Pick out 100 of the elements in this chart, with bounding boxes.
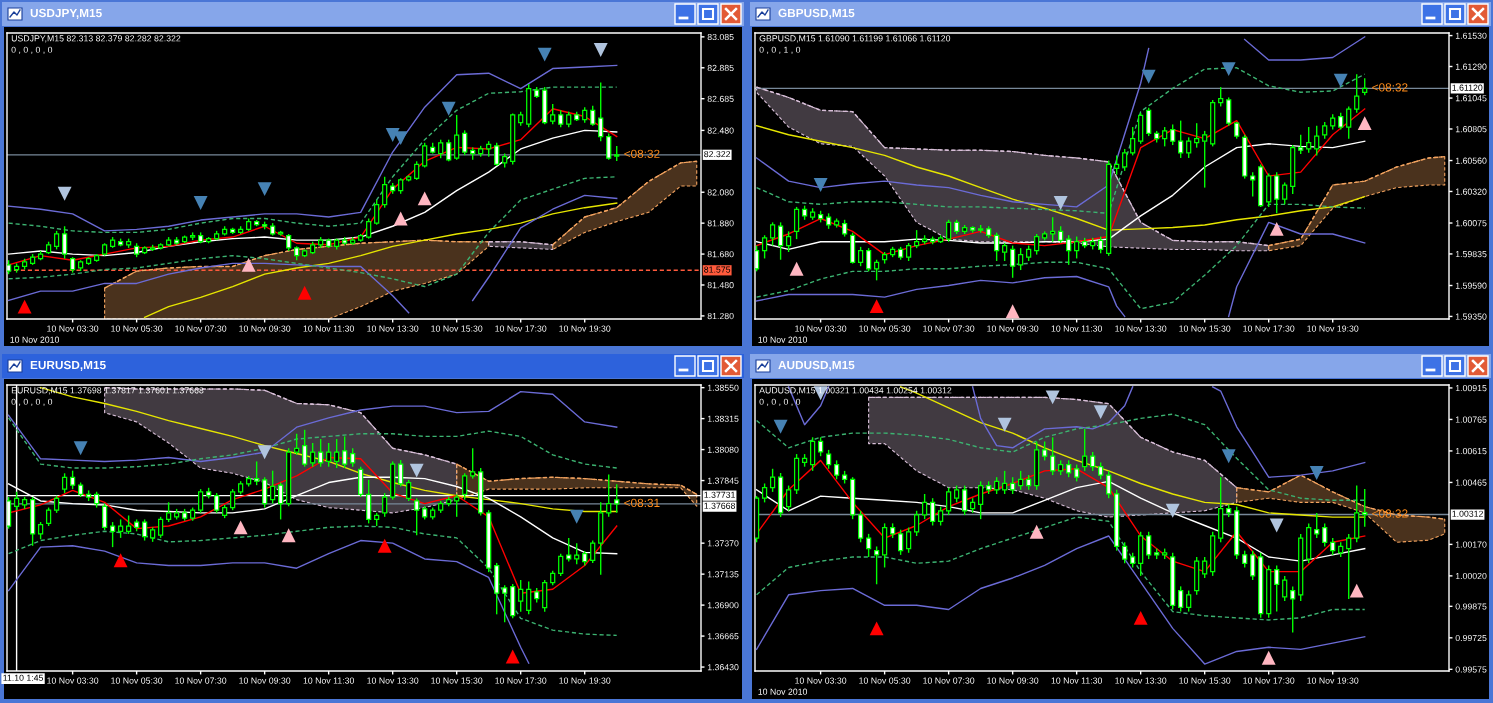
x-tick-label: 10 Nov 03:30 xyxy=(795,325,847,332)
candlestick xyxy=(462,129,468,156)
candlestick xyxy=(101,502,108,531)
candlestick xyxy=(350,447,356,468)
candlestick xyxy=(785,230,792,253)
candlestick xyxy=(326,442,332,468)
y-tick-label: 1.61530 xyxy=(1455,32,1487,39)
candlestick xyxy=(1194,122,1200,149)
candlestick xyxy=(1114,154,1120,176)
x-tick-label: 10 Nov 17:30 xyxy=(495,677,547,684)
candlestick xyxy=(761,234,768,260)
y-tick-label: 82.080 xyxy=(707,189,734,196)
candlestick xyxy=(1010,244,1016,279)
candlestick xyxy=(1354,73,1360,114)
x-tick-label: 10 Nov 09:30 xyxy=(239,325,291,332)
candlestick xyxy=(938,505,944,527)
candlestick xyxy=(470,447,476,480)
x-tick-label: 10 Nov 05:30 xyxy=(111,677,163,684)
point xyxy=(1053,196,1068,210)
candlestick xyxy=(922,493,928,520)
candlestick xyxy=(366,217,372,240)
candlestick xyxy=(254,460,260,486)
candlestick xyxy=(310,442,316,468)
candlestick xyxy=(1050,216,1056,243)
y-tick-label: 81.280 xyxy=(707,312,734,320)
y-tick-label: 1.36430 xyxy=(707,664,739,671)
candlestick xyxy=(382,176,388,209)
y-tick-label: 1.36665 xyxy=(707,633,739,640)
point xyxy=(773,419,788,434)
point xyxy=(1045,390,1060,405)
candlestick xyxy=(873,545,880,585)
candlestick xyxy=(962,484,968,516)
candlestick xyxy=(946,219,952,243)
candlestick xyxy=(817,436,824,457)
ref-line-label: 1.61120 xyxy=(1452,84,1483,91)
y-tick-label: 1.38315 xyxy=(707,415,739,422)
y-tick-label: 1.60805 xyxy=(1455,126,1487,133)
y-tick-label: 82.685 xyxy=(707,95,734,102)
y-tick-label: 0.99575 xyxy=(1455,666,1487,673)
x-axis-title: 10 Nov 2010 xyxy=(10,336,60,343)
candlestick xyxy=(769,468,776,493)
chart-title: AUDUSD,M15 xyxy=(778,360,855,371)
y-tick-label: 1.59350 xyxy=(1455,313,1487,320)
candlestick xyxy=(446,138,452,163)
candlestick xyxy=(318,438,324,468)
x-tick-label: 10 Nov 17:30 xyxy=(1243,677,1295,684)
x-tick-label: 10 Nov 15:30 xyxy=(1179,677,1231,684)
candlestick xyxy=(342,435,348,469)
line-series xyxy=(1235,474,1446,520)
y-tick-label: 1.37135 xyxy=(707,571,739,578)
point xyxy=(789,261,804,276)
candlestick xyxy=(914,510,920,537)
candlestick xyxy=(302,429,308,468)
candlestick xyxy=(414,497,420,536)
y-tick-label: 83.085 xyxy=(707,33,734,41)
line-series xyxy=(7,176,618,288)
y-tick-label: 1.60560 xyxy=(1455,157,1487,164)
x-tick-label: 10 Nov 13:30 xyxy=(1115,677,1167,684)
candlestick xyxy=(61,472,68,494)
y-tick-label: 1.00465 xyxy=(1455,479,1487,486)
candlestick xyxy=(1306,126,1312,154)
chart-title: GBPUSD,M15 xyxy=(778,8,855,19)
candlestick xyxy=(606,132,612,161)
y-tick-label: 1.59835 xyxy=(1455,251,1487,258)
candlestick xyxy=(1050,436,1056,476)
x-tick-label: 10 Nov 05:30 xyxy=(111,325,163,332)
candlestick xyxy=(1186,136,1192,159)
x-tick-label: 10 Nov 19:30 xyxy=(559,677,611,684)
candlestick xyxy=(1042,440,1048,462)
candlestick xyxy=(865,247,872,273)
y-tick-label: 1.00170 xyxy=(1455,541,1487,548)
y-tick-label: 1.59590 xyxy=(1455,282,1487,289)
x-tick-label: 10 Nov 07:30 xyxy=(175,677,227,684)
candlestick xyxy=(1362,488,1368,528)
candlestick xyxy=(558,553,564,577)
candlestick xyxy=(1122,148,1128,172)
candlestick xyxy=(198,488,204,514)
candlestick xyxy=(502,584,508,623)
candlestick xyxy=(158,516,164,539)
x-tick-label: 10 Nov 09:30 xyxy=(987,677,1039,684)
candlestick xyxy=(1178,119,1184,159)
y-tick-label: 82.885 xyxy=(707,64,734,72)
y-tick-label: 1.36900 xyxy=(707,602,739,609)
point xyxy=(409,463,424,478)
candlestick xyxy=(906,242,912,262)
x-tick-label: 10 Nov 19:30 xyxy=(1307,677,1359,684)
candlestick xyxy=(125,514,132,535)
candlestick xyxy=(270,469,276,505)
point xyxy=(377,538,392,553)
candlestick xyxy=(1202,130,1208,189)
candlestick xyxy=(978,480,984,520)
candlestick xyxy=(1122,541,1128,564)
x-tick-label: 10 Nov 15:30 xyxy=(431,325,483,332)
chart-subtitle: GBPUSD,M15 1.61090 1.61199 1.61066 1.61120 xyxy=(759,35,951,43)
candlestick xyxy=(1274,564,1280,613)
candlestick xyxy=(898,528,904,556)
point xyxy=(869,299,884,314)
candlestick xyxy=(230,488,236,511)
line-series xyxy=(755,203,1366,310)
line-series xyxy=(103,386,458,465)
